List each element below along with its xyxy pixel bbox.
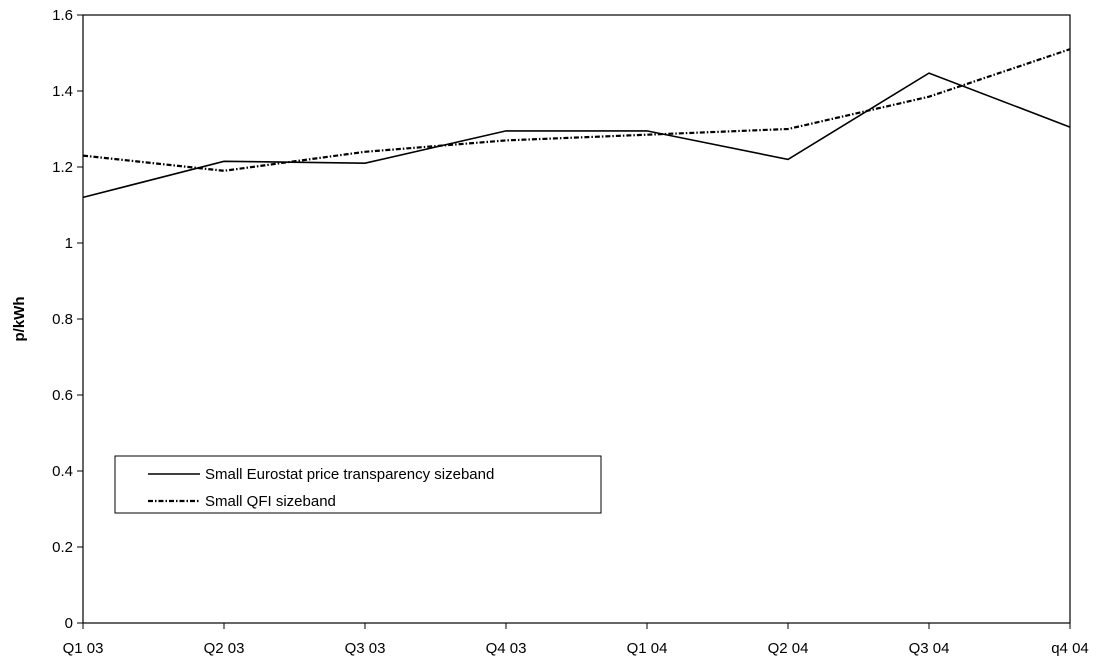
y-tick-label: 0.8 [52,311,73,328]
legend-label-qfi: Small QFI sizeband [205,493,336,510]
y-tick-label: 0.2 [52,539,73,556]
y-axis-title: p/kWh [11,297,28,342]
x-tick-label: q4 04 [1051,640,1089,657]
x-tick-label: Q1 04 [627,640,668,657]
y-tick-label: 0.4 [52,463,73,480]
x-tick-label: Q4 03 [486,640,527,657]
y-tick-label: 1.4 [52,83,73,100]
x-tick-label: Q1 03 [63,640,104,657]
y-tick-label: 1.2 [52,159,73,176]
x-tick-label: Q2 03 [204,640,245,657]
y-tick-label: 0 [65,615,73,632]
legend-box [114,455,602,514]
series-line-qfi [82,48,1071,172]
series-layer [82,48,1071,199]
x-tick-label: Q3 04 [909,640,950,657]
y-tick-label: 1 [65,235,73,252]
x-tick-label: Q2 04 [768,640,809,657]
legend-label-eurostat: Small Eurostat price transparency sizeba… [205,466,494,483]
plot-area [82,14,1071,624]
y-tick-label: 0.6 [52,387,73,404]
x-axis: Q1 03 Q2 03 Q3 03 Q4 03 Q1 04 Q2 04 Q3 04 q4 04 [63,623,1089,657]
legend: Small Eurostat price transparency sizeba… [114,455,602,514]
y-axis: 0 0.2 0.4 0.6 0.8 1 1.2 1.4 1.6 [52,7,83,632]
series-line-eurostat [82,72,1071,199]
y-tick-label: 1.6 [52,7,73,24]
x-tick-label: Q3 03 [345,640,386,657]
